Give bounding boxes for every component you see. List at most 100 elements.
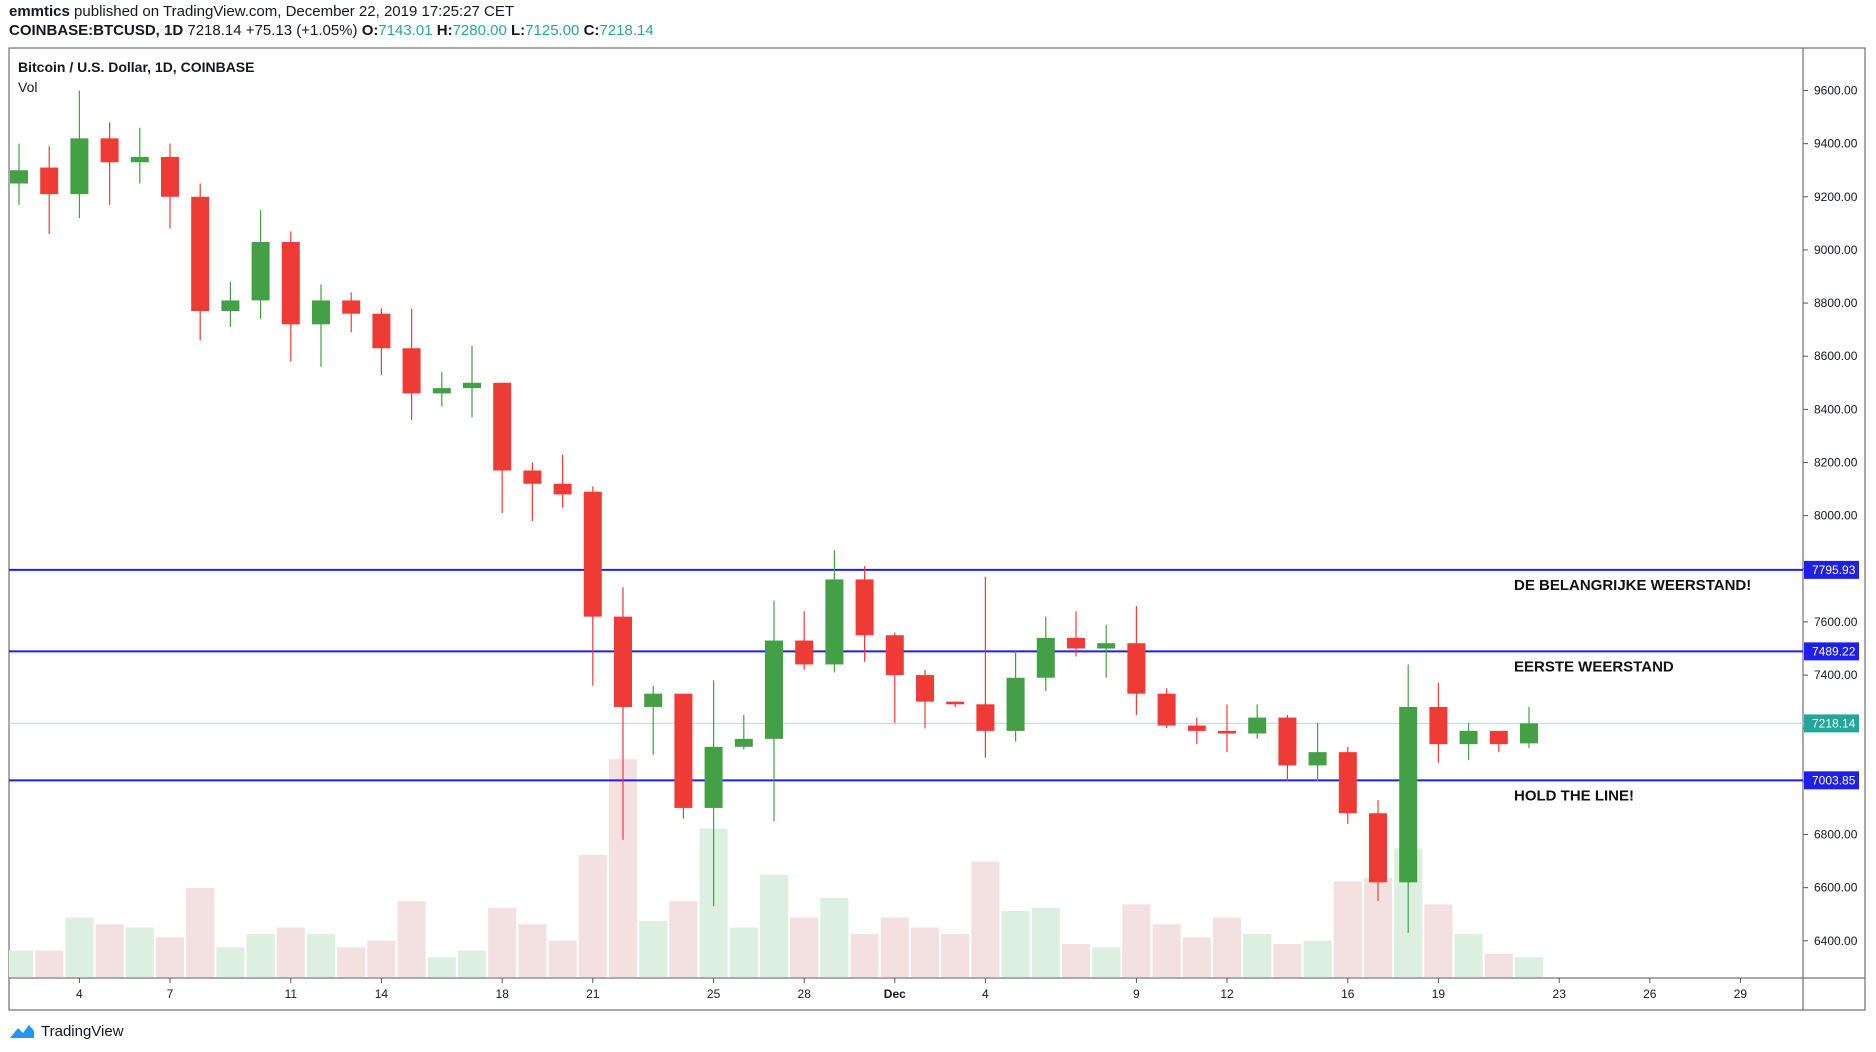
- volume-bar: [850, 934, 879, 977]
- tradingview-logo[interactable]: TradingView: [9, 1022, 124, 1040]
- volume-bar: [1061, 944, 1091, 977]
- volume-bar: [1031, 907, 1060, 977]
- x-tick-label: 11: [285, 987, 298, 1001]
- x-tick-label: 19: [1432, 987, 1446, 1001]
- symbol-label: COINBASE:BTCUSD, 1D: [9, 22, 184, 39]
- candle-body: [1127, 643, 1146, 694]
- y-tick-label: 9000.00: [1814, 243, 1858, 257]
- candle-body: [312, 300, 330, 325]
- candle-body: [644, 693, 663, 707]
- candle-body: [734, 738, 753, 747]
- candle-body: [40, 167, 59, 195]
- close-label: C:: [583, 22, 600, 39]
- volume-bar: [337, 947, 366, 977]
- x-tick-label: 16: [1341, 987, 1355, 1001]
- volume-bar: [669, 901, 698, 977]
- volume-bar: [941, 934, 970, 977]
- candle-body: [553, 483, 572, 495]
- volume-bar: [548, 940, 577, 977]
- candle-body: [1067, 637, 1085, 649]
- volume-bar: [367, 940, 396, 977]
- volume-bar: [1001, 911, 1030, 977]
- volume-layer: [9, 759, 1544, 977]
- volume-label: Vol: [18, 79, 37, 95]
- level-price-badge-bg: [1804, 642, 1859, 661]
- x-tick-label: 28: [798, 987, 812, 1001]
- volume-bar: [820, 897, 849, 977]
- volume-bar: [155, 937, 185, 977]
- volume-bar: [910, 927, 940, 977]
- open-value: 7143.01: [378, 22, 433, 39]
- volume-bar: [880, 917, 909, 977]
- candle-body: [523, 470, 542, 484]
- tradingview-cloud-icon: [10, 1025, 34, 1038]
- y-tick-label: 9200.00: [1814, 190, 1858, 204]
- candle-body: [402, 348, 421, 394]
- y-tick-label: 6400.00: [1814, 934, 1858, 948]
- level-price-badge-label: 7489.22: [1812, 644, 1856, 658]
- level-annotation: HOLD THE LINE!: [1514, 787, 1634, 804]
- y-tick-label: 7400.00: [1814, 668, 1858, 682]
- candle-body: [1187, 725, 1206, 731]
- y-tick-label: 7600.00: [1814, 615, 1858, 629]
- open-label: O:: [361, 22, 379, 39]
- candle-body: [583, 491, 602, 617]
- candle-body: [1157, 693, 1176, 726]
- volume-bar: [1243, 934, 1272, 977]
- candle-body: [614, 616, 632, 707]
- volume-bar: [639, 920, 668, 977]
- level-price-badge-label: 7795.93: [1812, 563, 1856, 577]
- candle-body: [251, 241, 270, 301]
- x-tick-label: 18: [496, 987, 510, 1001]
- candle-body: [1338, 752, 1357, 814]
- candle-body: [885, 635, 904, 676]
- level-price-badge-bg: [1804, 771, 1859, 790]
- volume-bar: [35, 950, 64, 977]
- candle-body: [1429, 706, 1448, 745]
- volume-bar: [65, 917, 94, 977]
- candle-body: [976, 704, 995, 731]
- volume-bar: [9, 950, 34, 977]
- x-tick-label: 23: [1553, 987, 1567, 1001]
- high-label: H:: [436, 22, 453, 39]
- high-value: 7280.00: [452, 22, 507, 39]
- symbol-ohlc-line: COINBASE:BTCUSD, 1D 7218.14 +75.13 (+1.0…: [9, 22, 654, 39]
- volume-bar: [246, 934, 275, 977]
- volume-bar: [427, 957, 456, 977]
- volume-bar: [276, 927, 305, 977]
- volume-bar: [1273, 944, 1302, 977]
- volume-bar: [1484, 953, 1513, 977]
- candle-body: [130, 156, 149, 163]
- candle-body: [221, 300, 240, 312]
- volume-bar: [457, 950, 487, 977]
- volume-bar: [518, 924, 547, 977]
- volume-bar: [1333, 881, 1362, 977]
- price-axis[interactable]: 9600.00 9400.00 9200.00 9000.00 8800.00 8600.…: [1803, 84, 1859, 948]
- candle-body: [1399, 706, 1418, 883]
- candle-body: [855, 579, 874, 636]
- x-tick-label: 4: [982, 987, 989, 1001]
- volume-bar: [95, 924, 124, 977]
- candle-body: [825, 579, 844, 665]
- y-tick-label: 8800.00: [1814, 296, 1858, 310]
- candle-body: [161, 156, 179, 197]
- levels-layer: DE BELANGRIJKE WEERSTAND! EERSTE WEERSTAN…: [9, 568, 1803, 804]
- pane-title: Bitcoin / U.S. Dollar, 1D, COINBASE: [18, 59, 254, 75]
- x-tick-label: Dec: [884, 987, 906, 1001]
- x-tick-label: 7: [167, 987, 174, 1001]
- volume-bar: [759, 874, 789, 977]
- candle-body: [795, 640, 814, 665]
- volume-bar: [1424, 904, 1453, 977]
- plot-frame: [8, 47, 1866, 1011]
- candle-body: [946, 701, 965, 705]
- tradingview-brand: TradingView: [41, 1022, 124, 1040]
- candle-body: [191, 196, 210, 312]
- candle-body: [916, 675, 934, 702]
- candle-body: [1459, 730, 1478, 745]
- volume-bar: [125, 927, 154, 977]
- time-axis[interactable]: 4 7 11 14 18 21 25 28 Dec 4 9 12 16 19 23 26 29: [76, 978, 1747, 1001]
- candles-layer: [10, 90, 1538, 933]
- x-tick-label: 12: [1220, 987, 1234, 1001]
- last-value: 7218.14: [187, 22, 242, 39]
